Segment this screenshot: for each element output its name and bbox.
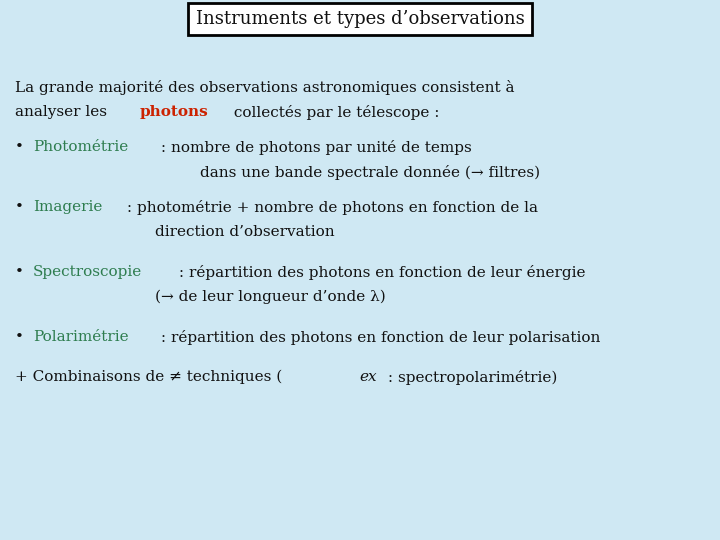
Text: Instruments et types d’observations: Instruments et types d’observations [196, 10, 524, 28]
Text: Photométrie: Photométrie [32, 140, 128, 154]
Text: ex: ex [360, 370, 377, 384]
Text: : photométrie + nombre de photons en fonction de la: : photométrie + nombre de photons en fon… [122, 200, 539, 215]
Text: + Combinaisons de ≠ techniques (: + Combinaisons de ≠ techniques ( [15, 370, 282, 384]
Text: dans une bande spectrale donnée (→ filtres): dans une bande spectrale donnée (→ filtr… [200, 165, 540, 180]
Text: direction d’observation: direction d’observation [155, 225, 335, 239]
Text: : répartition des photons en fonction de leur énergie: : répartition des photons en fonction de… [174, 265, 585, 280]
Text: collectés par le télescope :: collectés par le télescope : [229, 105, 439, 120]
Text: •: • [15, 140, 29, 154]
Text: analyser les: analyser les [15, 105, 112, 119]
Text: La grande majorité des observations astronomiques consistent à: La grande majorité des observations astr… [15, 80, 515, 95]
Text: (→ de leur longueur d’onde λ): (→ de leur longueur d’onde λ) [155, 290, 386, 305]
Text: Polarimétrie: Polarimétrie [32, 330, 128, 344]
Text: Imagerie: Imagerie [32, 200, 102, 214]
Text: •: • [15, 265, 29, 279]
Text: Spectroscopie: Spectroscopie [32, 265, 142, 279]
Text: : nombre de photons par unité de temps: : nombre de photons par unité de temps [156, 140, 472, 155]
Text: •: • [15, 200, 29, 214]
Text: : spectropolarimétrie): : spectropolarimétrie) [382, 370, 557, 385]
Text: : répartition des photons en fonction de leur polarisation: : répartition des photons en fonction de… [156, 330, 600, 345]
Text: photons: photons [140, 105, 209, 119]
Text: •: • [15, 330, 29, 344]
